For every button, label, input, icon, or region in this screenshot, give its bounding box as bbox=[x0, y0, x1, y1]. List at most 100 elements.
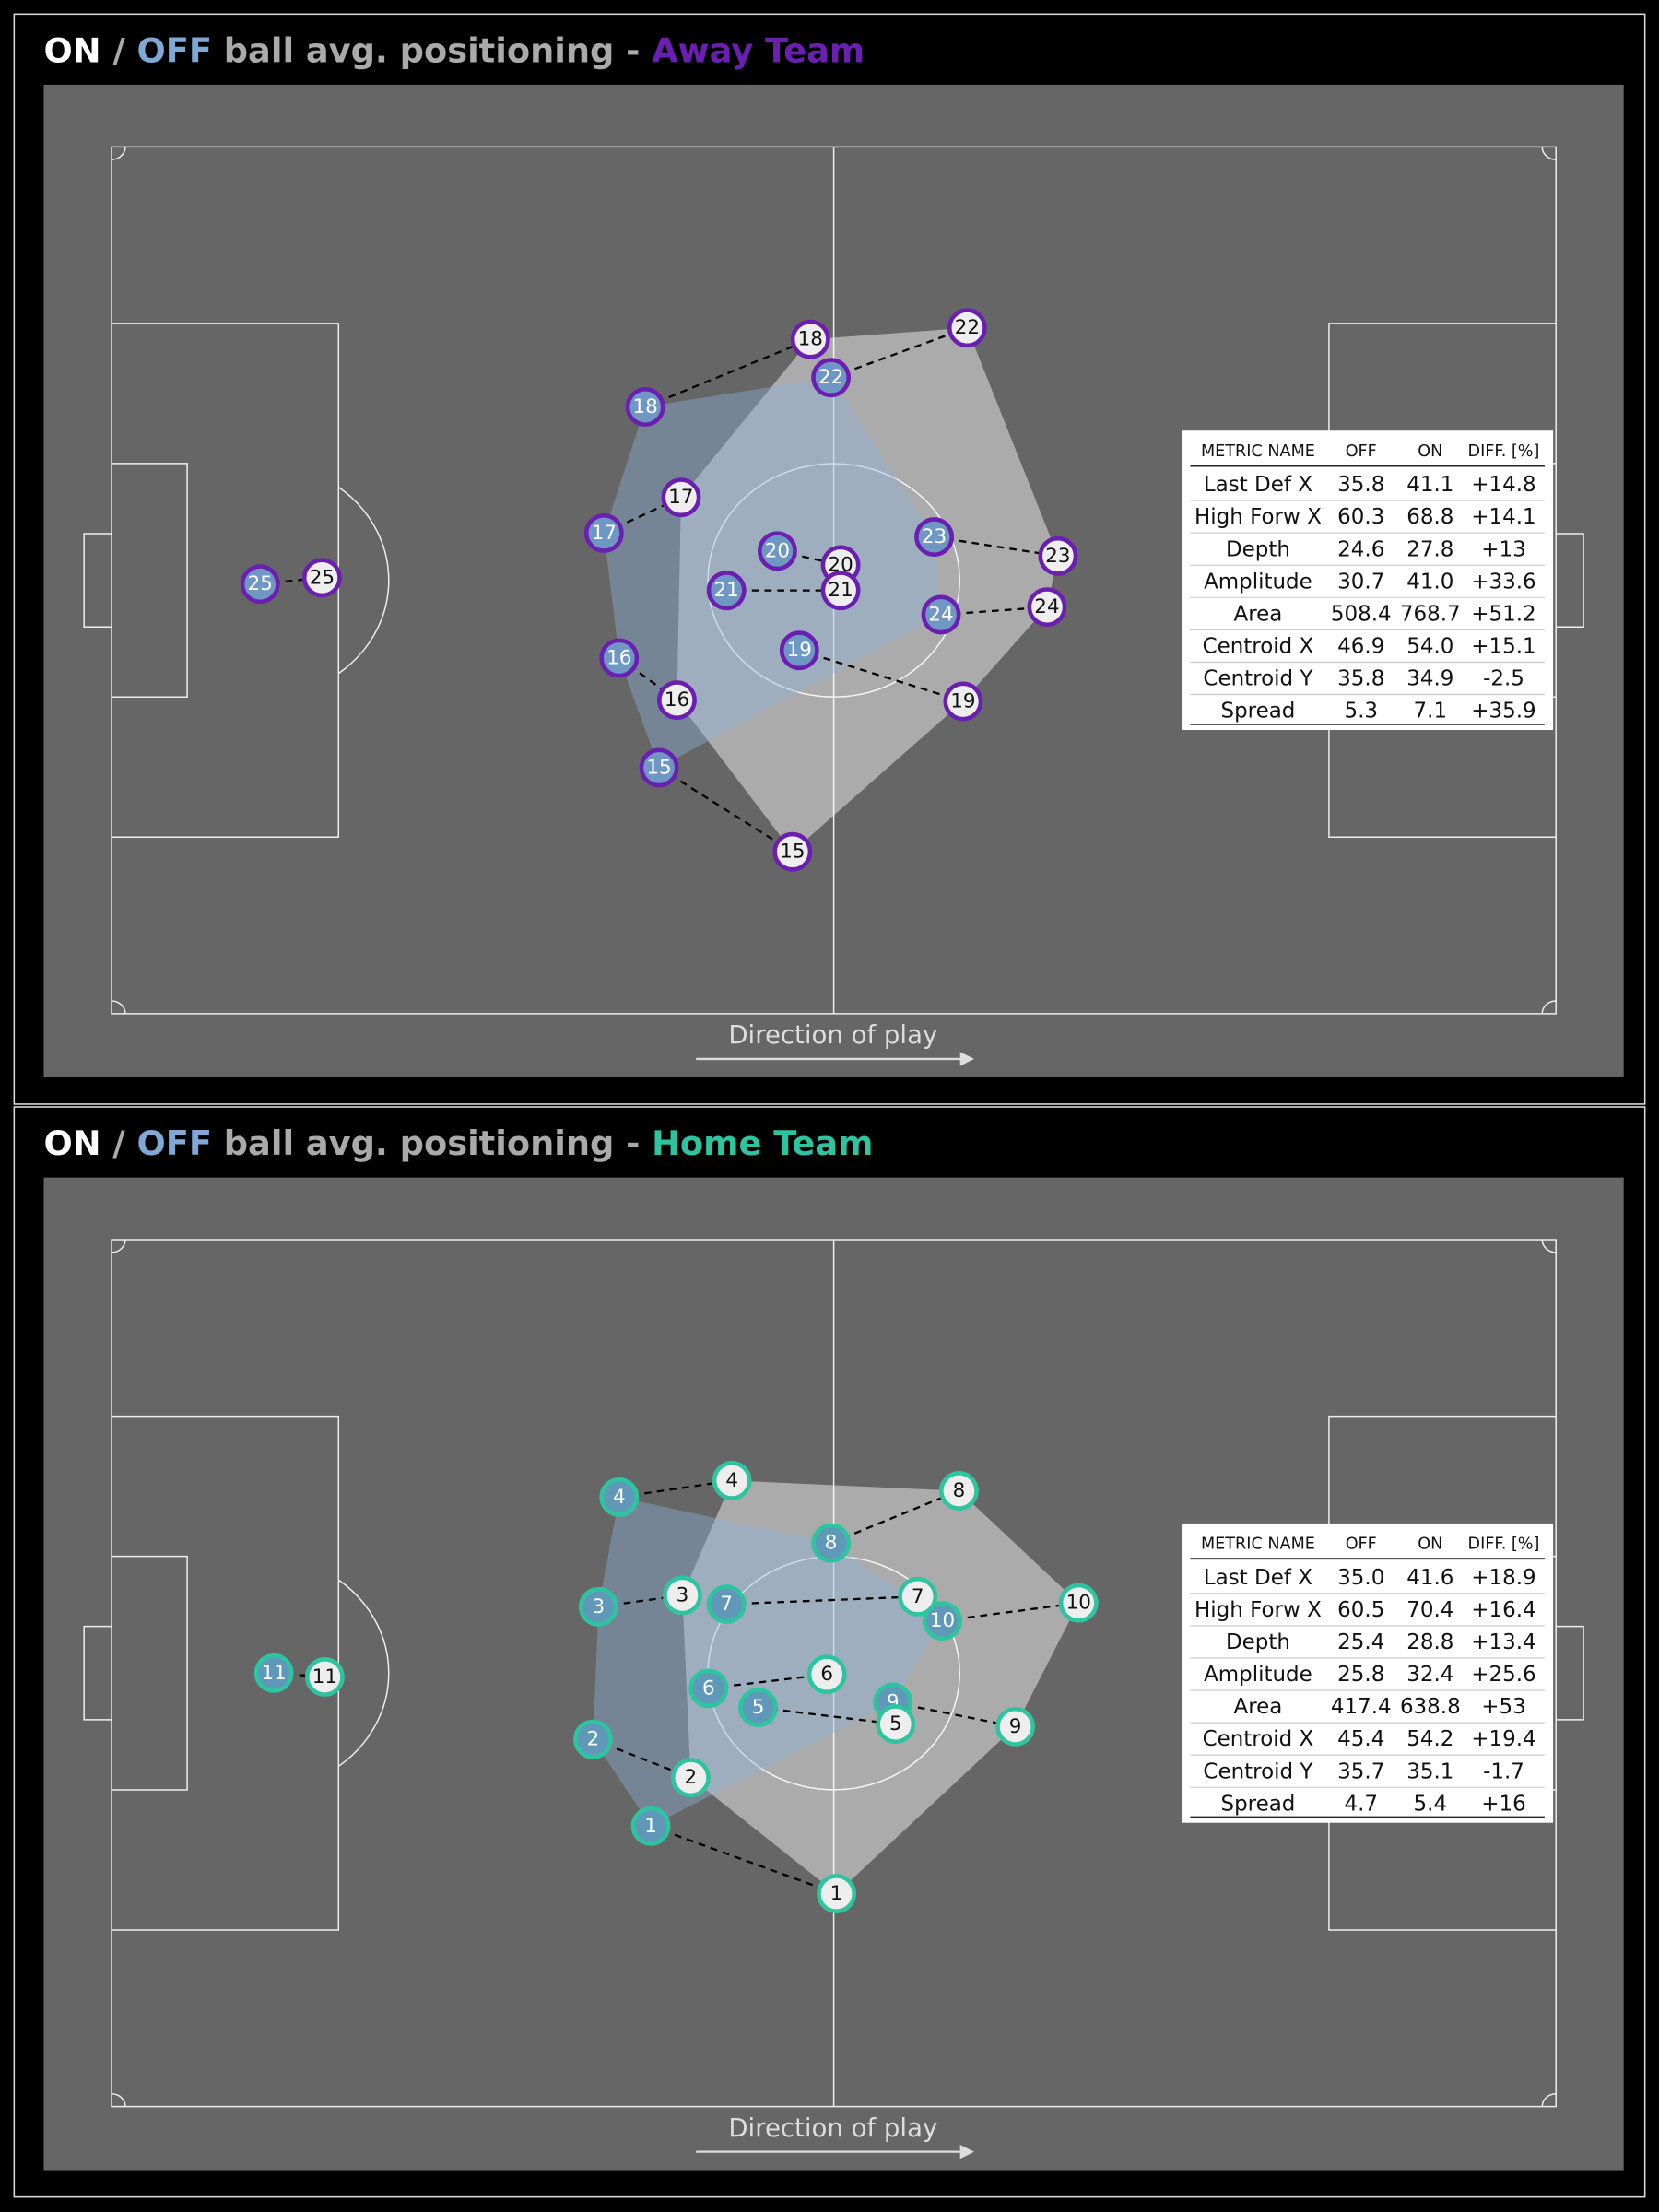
table-cell: 45.4 bbox=[1337, 1727, 1384, 1751]
table-cell: +14.8 bbox=[1471, 473, 1535, 497]
table-cell: 41.1 bbox=[1406, 473, 1453, 497]
table-cell: Spread bbox=[1220, 700, 1295, 724]
corner-arc bbox=[112, 1240, 125, 1253]
table-cell: 30.7 bbox=[1337, 570, 1384, 594]
on-player bbox=[772, 831, 813, 872]
movement-line bbox=[658, 766, 794, 853]
table-cell: +33.6 bbox=[1471, 570, 1535, 594]
table-cell: 46.9 bbox=[1337, 635, 1384, 659]
player-number: 9 bbox=[1009, 1715, 1022, 1738]
on-player bbox=[817, 1874, 857, 1914]
on-shape bbox=[677, 327, 1058, 853]
table-cell: 5.4 bbox=[1414, 1792, 1448, 1816]
player-number: 4 bbox=[613, 1486, 626, 1509]
movement-line bbox=[892, 1700, 1016, 1728]
corner-arc bbox=[1542, 2094, 1556, 2107]
on-player bbox=[938, 1471, 979, 1511]
player-number: 5 bbox=[889, 1712, 902, 1735]
on-player bbox=[806, 1654, 847, 1695]
on-player bbox=[995, 1706, 1036, 1747]
off-player bbox=[253, 1653, 294, 1693]
table-header: DIFF. [%] bbox=[1468, 1535, 1540, 1554]
off-player bbox=[914, 517, 955, 558]
table-cell: 54.2 bbox=[1406, 1727, 1453, 1751]
player-number: 10 bbox=[1066, 1592, 1091, 1615]
six-yard-box bbox=[112, 1557, 187, 1790]
player-number: 6 bbox=[820, 1663, 833, 1686]
title-part: / bbox=[100, 30, 136, 70]
on-player bbox=[947, 308, 987, 348]
on-player bbox=[304, 1656, 345, 1697]
player-number: 18 bbox=[798, 328, 823, 351]
player-number: 11 bbox=[312, 1665, 337, 1688]
table-cell: 7.1 bbox=[1414, 700, 1448, 724]
corner-arc bbox=[112, 1001, 125, 1014]
table-cell: 28.8 bbox=[1406, 1630, 1453, 1654]
title-part: Home Team bbox=[652, 1124, 873, 1163]
corner-arc bbox=[1542, 147, 1556, 159]
off-player bbox=[706, 1584, 747, 1625]
player-number: 17 bbox=[668, 486, 693, 509]
table-cell: +13 bbox=[1481, 537, 1525, 561]
player-number: 23 bbox=[922, 525, 947, 548]
off-player bbox=[625, 387, 665, 427]
off-player bbox=[639, 747, 679, 788]
on-player bbox=[876, 1704, 916, 1745]
player-number: 1 bbox=[644, 1815, 657, 1838]
table-cell: +16.4 bbox=[1471, 1598, 1535, 1622]
player-number: 21 bbox=[828, 579, 853, 602]
table-cell: Centroid X bbox=[1203, 1727, 1314, 1751]
player-number: 7 bbox=[912, 1585, 924, 1608]
on-player bbox=[820, 571, 861, 611]
goal bbox=[84, 1627, 112, 1720]
off-player bbox=[240, 564, 280, 605]
player-number: 8 bbox=[953, 1479, 966, 1502]
player-number: 15 bbox=[646, 756, 671, 779]
off-player bbox=[599, 638, 640, 678]
table-cell: 4.7 bbox=[1344, 1792, 1378, 1816]
table-cell: 60.3 bbox=[1337, 505, 1384, 529]
player-number: 4 bbox=[725, 1469, 738, 1492]
table-cell: Centroid Y bbox=[1203, 667, 1313, 691]
table-header: ON bbox=[1418, 442, 1442, 461]
title-part: OFF bbox=[137, 30, 212, 70]
table-cell: Spread bbox=[1220, 1792, 1295, 1816]
off-player bbox=[706, 571, 747, 611]
table-cell: +35.9 bbox=[1471, 700, 1535, 724]
table-header: METRIC NAME bbox=[1201, 442, 1315, 461]
table-cell: 35.7 bbox=[1337, 1759, 1384, 1783]
movement-line bbox=[726, 1595, 918, 1606]
table-cell: 25.4 bbox=[1337, 1630, 1384, 1654]
table-cell: Last Def X bbox=[1204, 473, 1312, 497]
table-cell: Last Def X bbox=[1204, 1566, 1312, 1590]
title-part: OFF bbox=[137, 1124, 212, 1163]
corner-arc bbox=[112, 147, 125, 159]
table-header: METRIC NAME bbox=[1201, 1535, 1315, 1554]
table-cell: Centroid X bbox=[1203, 635, 1314, 659]
player-number: 23 bbox=[1045, 545, 1070, 568]
off-player bbox=[583, 512, 624, 553]
table-cell: -1.7 bbox=[1483, 1759, 1524, 1783]
table-cell: 68.8 bbox=[1406, 505, 1453, 529]
table-cell: Depth bbox=[1226, 537, 1290, 561]
movement-line bbox=[644, 338, 811, 408]
player-number: 18 bbox=[632, 395, 657, 418]
player-number: 3 bbox=[593, 1595, 606, 1618]
panel-title: ON / OFF ball avg. positioning - Home Te… bbox=[43, 1124, 873, 1163]
player-number: 5 bbox=[752, 1696, 765, 1719]
metrics-table bbox=[1182, 430, 1554, 730]
title-part: ON bbox=[43, 30, 100, 70]
table-cell: +19.4 bbox=[1471, 1727, 1535, 1751]
direction-label: Direction of play bbox=[728, 1019, 937, 1050]
off-player bbox=[599, 1477, 640, 1517]
player-number: 19 bbox=[950, 689, 975, 712]
on-player bbox=[661, 477, 701, 518]
table-cell: Area bbox=[1234, 1695, 1283, 1719]
player-number: 20 bbox=[765, 539, 790, 562]
on-player bbox=[898, 1576, 938, 1617]
on-player bbox=[301, 558, 342, 598]
table-cell: 70.4 bbox=[1406, 1598, 1453, 1622]
table-cell: +51.2 bbox=[1471, 602, 1535, 626]
panel: ON / OFF ball avg. positioning - Away Te… bbox=[13, 13, 1646, 1105]
